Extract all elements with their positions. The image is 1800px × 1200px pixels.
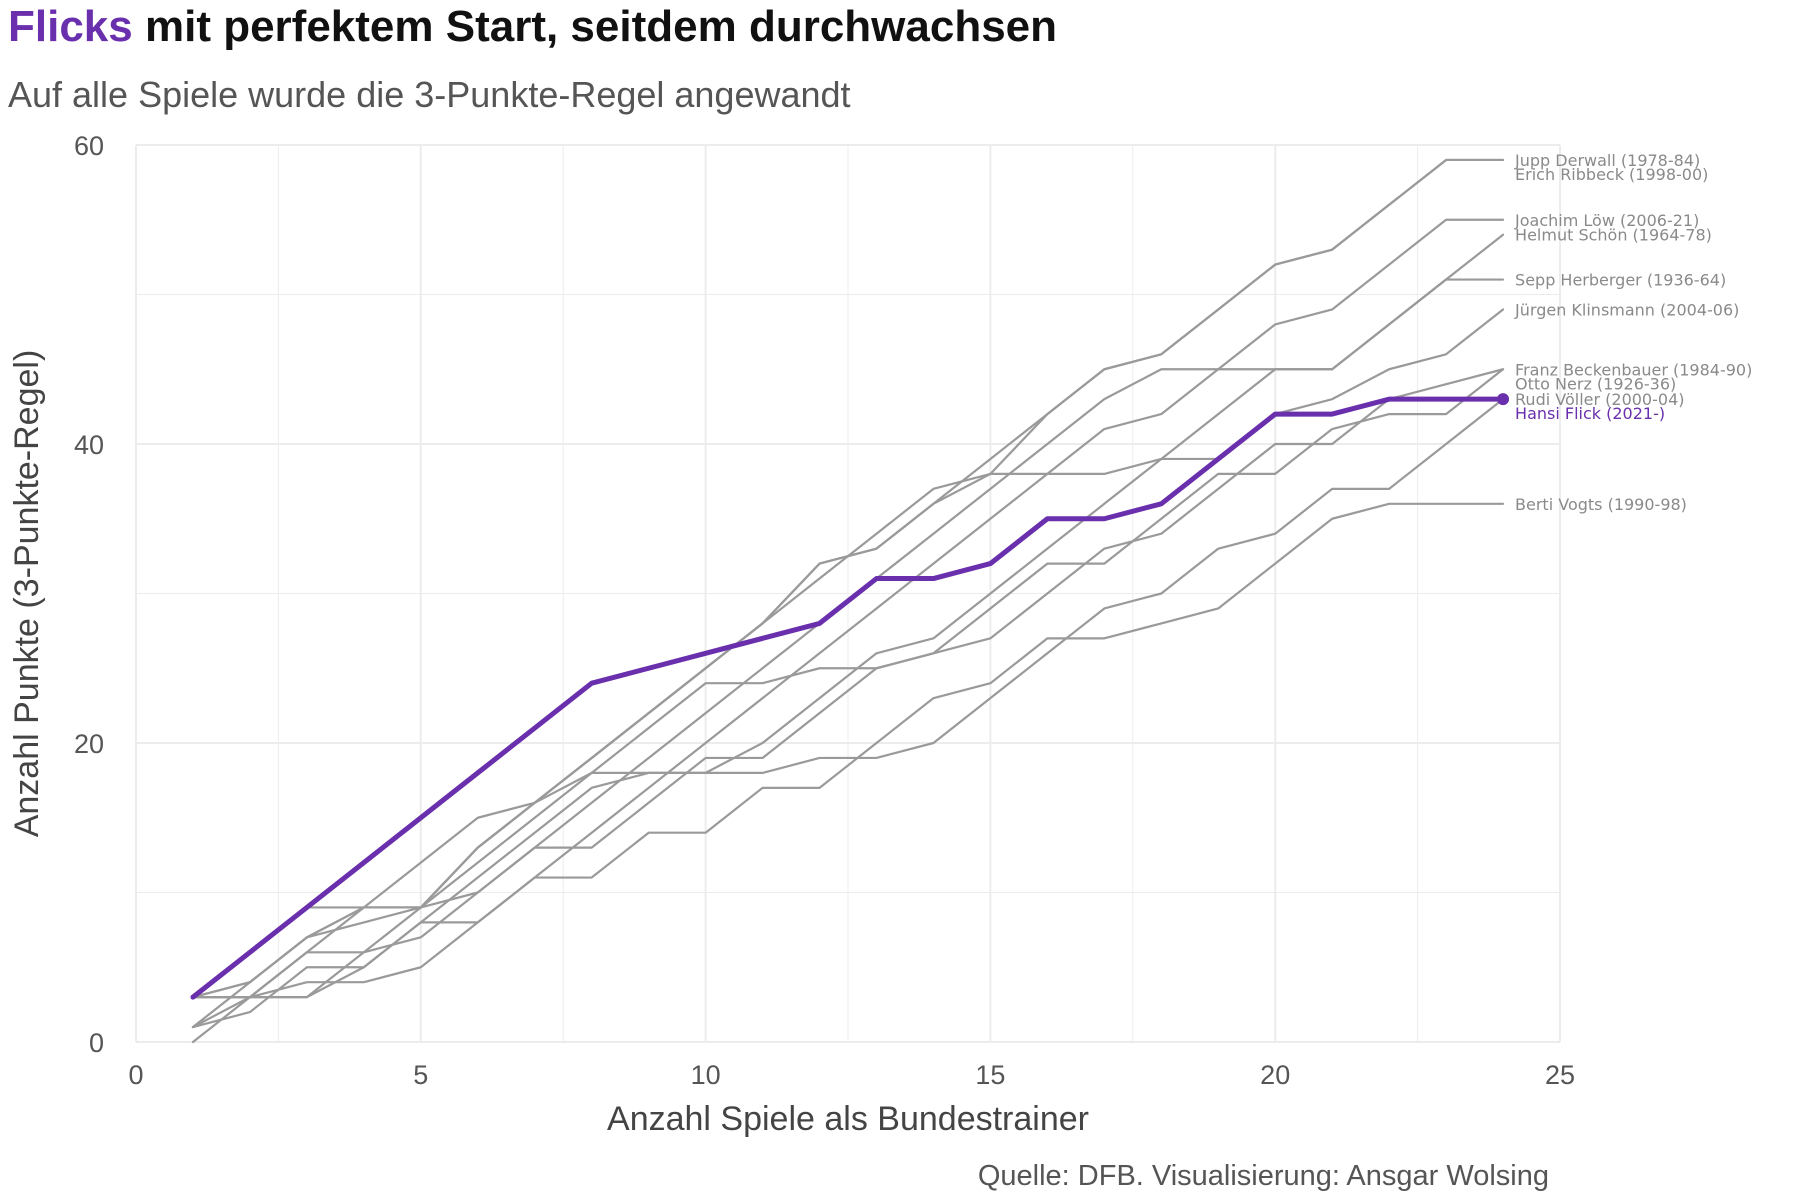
series-end-label: Jupp Derwall (1978-84) [1514,151,1700,170]
series-line-berti-vogts [191,502,1505,999]
y-tick-label: 0 [89,1028,104,1058]
x-tick-label: 20 [1260,1060,1290,1090]
chart-subtitle: Auf alle Spiele wurde die 3-Punkte-Regel… [8,74,851,115]
series-end-label: Sepp Herberger (1936-64) [1515,271,1726,290]
chart-caption: Quelle: DFB. Visualisierung: Ansgar Wols… [977,1160,1549,1192]
y-tick-label: 20 [74,729,104,759]
series-line-erich-ribbeck [191,158,1505,999]
series-line-otto-nerz [191,368,1505,1029]
x-tick-label: 10 [691,1060,721,1090]
series-end-label: Helmut Schön (1964-78) [1515,226,1712,245]
chart-title-accent: Flicks [8,2,133,51]
chart-axes: 0 5 10 15 20 25 0 20 40 60 Anzahl Spiele als Bunde… [8,131,1575,1138]
x-tick-label: 25 [1545,1060,1575,1090]
series-end-label: Hansi Flick (2021-) [1515,404,1665,423]
series-end-point-highlight [1497,393,1510,406]
series-line-rudi-völler [191,398,1505,1029]
x-axis-title: Anzahl Spiele als Bundestrainer [607,1100,1089,1138]
chart-title-rest: mit perfektem Start, seitdem durchwachse… [132,2,1058,51]
series-end-label: Berti Vogts (1990-98) [1515,495,1687,514]
chart-series-lines [190,158,1510,1044]
series-end-label: Rudi Völler (2000-04) [1515,390,1684,409]
series-end-label: Joachim Löw (2006-21) [1514,211,1699,230]
x-tick-label: 5 [413,1060,428,1090]
y-tick-label: 60 [74,131,104,161]
series-end-label: Franz Beckenbauer (1984-90) [1515,360,1752,379]
series-end-label: Jürgen Klinsmann (2004-06) [1514,300,1739,319]
series-line-franz-beckenbauer [191,368,1505,999]
chart-series-labels: Jupp Derwall (1978-84)Erich Ribbeck (199… [1514,151,1752,514]
x-tick-label: 15 [975,1060,1005,1090]
chart-title: Flicks mit perfektem Start, seitdem durc… [8,2,1057,52]
chart-grid [135,144,1561,1043]
y-tick-label: 40 [74,430,104,460]
y-axis-title: Anzahl Punkte (3-Punkte-Regel) [8,350,46,838]
x-tick-label: 0 [128,1060,143,1090]
series-line-hansi-flick [190,396,1506,1000]
series-end-label: Otto Nerz (1926-36) [1515,374,1676,393]
series-end-label: Erich Ribbeck (1998-00) [1515,165,1708,184]
